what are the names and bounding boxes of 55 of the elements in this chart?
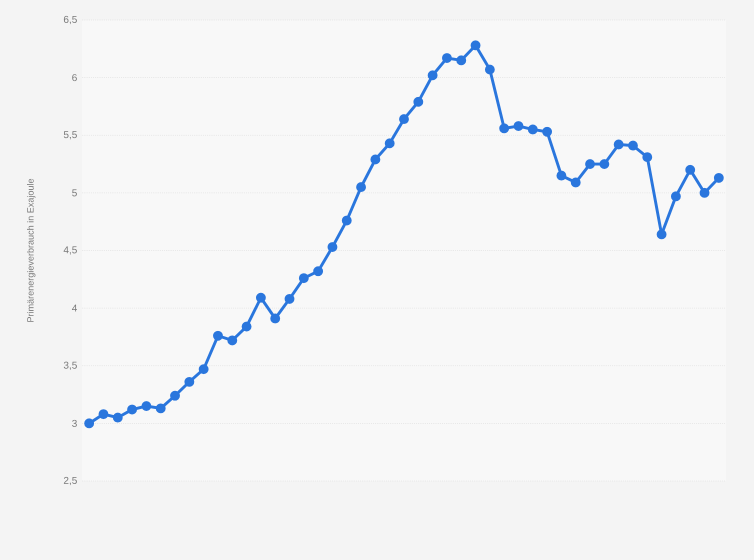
point xyxy=(356,182,366,192)
point xyxy=(456,55,466,66)
y-tick-label: 4 xyxy=(72,304,78,312)
point xyxy=(528,124,538,134)
point xyxy=(413,96,424,107)
point xyxy=(628,140,638,151)
y-tick-label: 5 xyxy=(72,189,77,196)
y-tick-label: 5,5 xyxy=(64,131,77,140)
point xyxy=(112,412,123,423)
y-tick-label: 6 xyxy=(72,74,77,82)
point xyxy=(170,390,180,401)
point xyxy=(313,266,324,276)
point xyxy=(256,292,266,303)
point xyxy=(198,364,209,374)
point xyxy=(542,126,552,137)
y-tick-label: 3 xyxy=(72,420,77,427)
point xyxy=(428,70,438,80)
point xyxy=(670,191,681,202)
y-axis-title: Primärenergieverbrauch in Exajoule xyxy=(26,178,36,322)
point xyxy=(370,154,380,164)
point xyxy=(342,216,352,226)
point xyxy=(270,314,280,324)
point xyxy=(714,172,724,183)
point xyxy=(442,53,452,63)
point xyxy=(556,170,566,181)
point xyxy=(184,376,194,387)
y-tick-label: 2,5 xyxy=(64,476,77,486)
y-tick-label: 6,5 xyxy=(64,16,77,24)
point xyxy=(656,229,667,240)
point xyxy=(298,273,309,284)
point xyxy=(470,40,480,50)
point xyxy=(570,178,581,188)
point xyxy=(614,140,624,150)
point xyxy=(685,164,696,175)
y-tick-label: 4,5 xyxy=(64,246,77,255)
point xyxy=(242,322,252,332)
point xyxy=(700,188,710,198)
y-tick-label: 3,5 xyxy=(64,362,77,370)
point xyxy=(284,294,294,304)
point xyxy=(98,409,108,420)
point xyxy=(642,152,652,162)
point xyxy=(399,114,409,124)
point xyxy=(599,159,610,169)
point xyxy=(514,121,524,131)
point xyxy=(156,403,166,414)
point xyxy=(84,418,94,428)
point xyxy=(227,335,238,346)
point xyxy=(213,330,223,341)
point xyxy=(127,404,138,414)
point xyxy=(499,123,510,134)
point xyxy=(585,159,595,169)
point xyxy=(328,242,338,252)
point xyxy=(141,401,152,412)
point xyxy=(384,138,395,148)
point xyxy=(484,64,495,74)
